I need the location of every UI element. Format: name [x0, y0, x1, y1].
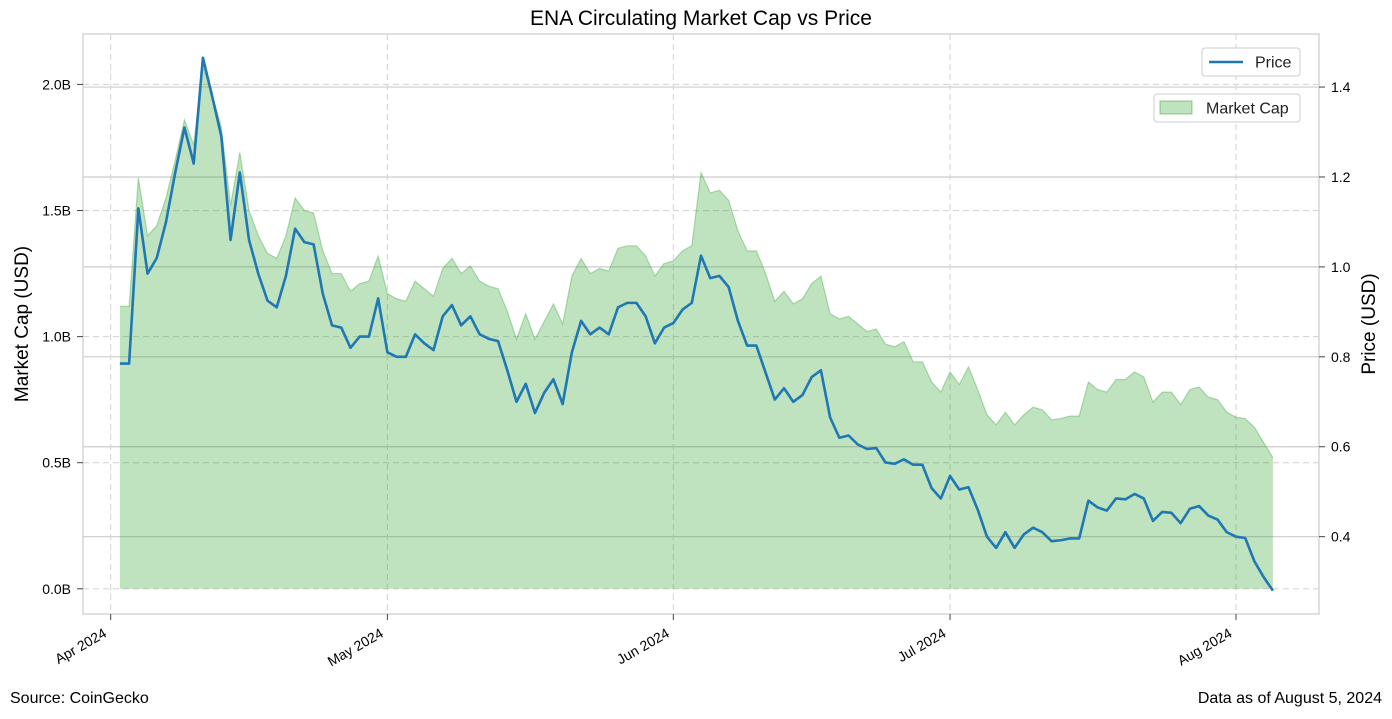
x-tick-label: Apr 2024: [52, 625, 109, 667]
price-legend-label: Price: [1255, 55, 1292, 72]
left-axis-title: Market Cap (USD): [12, 246, 33, 402]
right-tick-label: 0.8: [1331, 349, 1351, 365]
left-tick-label: 0.0B: [42, 581, 71, 597]
price-line: [119, 56, 1274, 592]
right-tick-label: 0.6: [1331, 439, 1351, 455]
market-cap-edge: [119, 66, 1274, 458]
right-tick-label: 0.4: [1331, 529, 1351, 545]
x-tick-label: May 2024: [325, 625, 386, 670]
market-cap-legend-swatch: [1159, 100, 1193, 115]
x-tick-label: Aug 2024: [1175, 625, 1235, 669]
plot-area: [82, 33, 1320, 615]
left-tick-label: 1.5B: [42, 203, 71, 219]
price-line-layer: [119, 56, 1274, 592]
market-cap-legend: Market Cap: [1153, 93, 1301, 123]
right-tick-label: 1.4: [1331, 79, 1351, 95]
chart-title: ENA Circulating Market Cap vs Price: [530, 7, 872, 30]
price-legend: Price: [1201, 47, 1301, 77]
right-axis-ticks: 0.4 0.6 0.8 1.0 1.2 1.4: [1319, 79, 1351, 545]
left-axis-ticks: 0.0B 0.5B 1.0B 1.5B 2.0B: [42, 76, 83, 597]
data-as-of-note: Data as of August 5, 2024: [1197, 690, 1382, 707]
right-tick-label: 1.0: [1331, 259, 1351, 275]
market-cap-area: [119, 66, 1273, 589]
price-legend-box: [1201, 47, 1301, 77]
market-cap-legend-label: Market Cap: [1206, 101, 1289, 118]
market-cap-area-layer: [119, 66, 1274, 589]
left-tick-label: 0.5B: [42, 455, 71, 471]
left-axis-gridlines: [83, 83, 1319, 590]
right-tick-label: 1.2: [1331, 169, 1351, 185]
x-axis-ticks: Apr 2024 May 2024 Jun 2024 Jul 2024 Aug 2024: [52, 614, 1237, 670]
x-tick-label: Jul 2024: [895, 625, 949, 665]
source-note: Source: CoinGecko: [10, 690, 149, 707]
x-tick-label: Jun 2024: [614, 625, 672, 668]
right-axis-gridlines: [83, 86, 1319, 538]
right-axis-title: Price (USD): [1359, 273, 1380, 374]
left-tick-label: 2.0B: [42, 76, 71, 92]
left-tick-label: 1.0B: [42, 329, 71, 345]
